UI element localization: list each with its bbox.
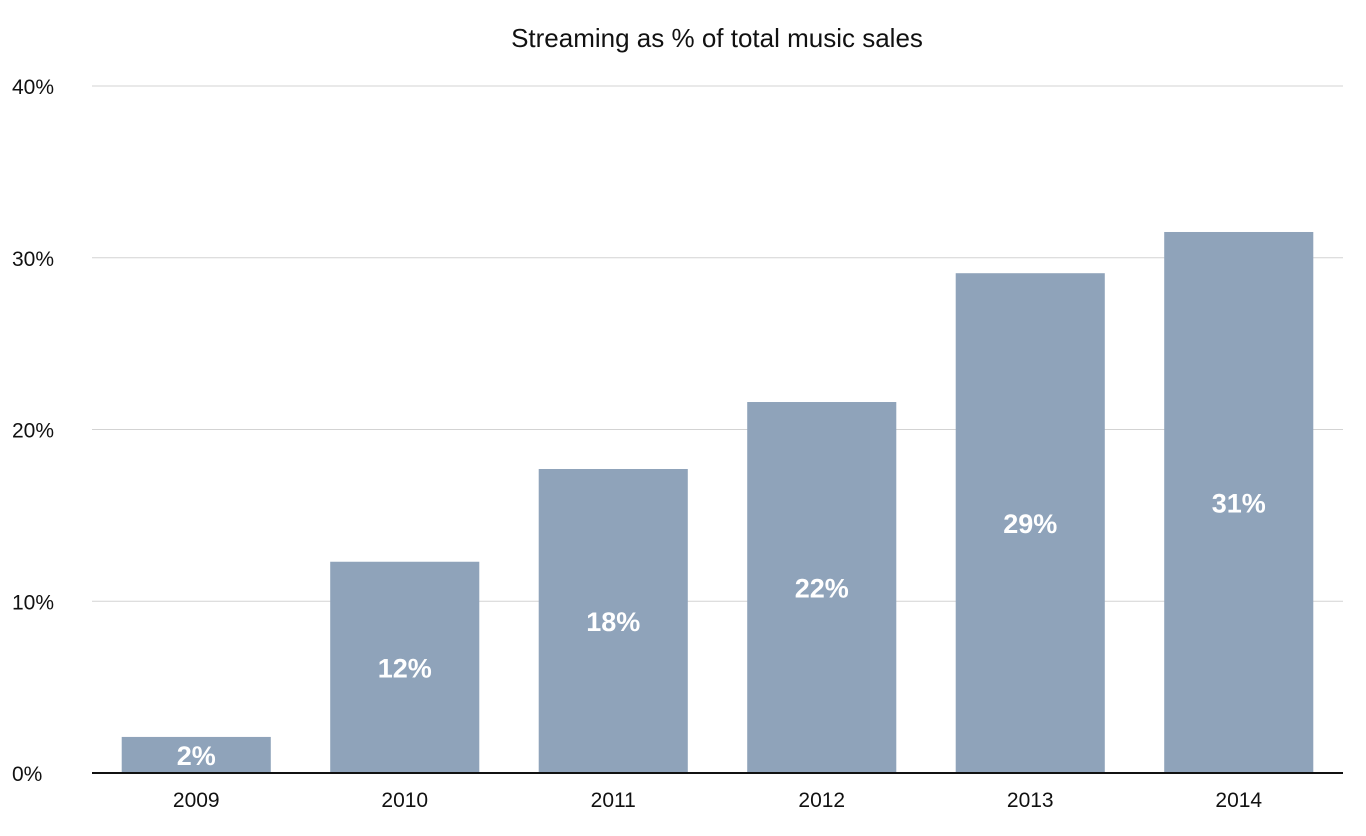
x-tick-label-2013: 2013 <box>1007 789 1054 812</box>
x-tick-label-2009: 2009 <box>173 789 220 812</box>
y-axis-ticks: 0% 10% 20% 30% 40% <box>12 76 54 786</box>
bar-2009 <box>121 736 271 773</box>
x-tick-label-2011: 2011 <box>591 789 636 812</box>
y-tick-label-20: 20% <box>12 420 54 443</box>
data-label-2009: 2% <box>177 741 216 771</box>
x-tick-label-2012: 2012 <box>798 789 845 812</box>
x-axis-ticks: 2009 2010 2011 2012 2013 2014 <box>173 789 1263 812</box>
data-label-2011: 18% <box>586 607 640 637</box>
y-tick-label-10: 10% <box>12 591 54 614</box>
bar-2013 <box>955 273 1105 773</box>
data-label-2012: 22% <box>795 574 849 604</box>
y-tick-label-0: 0% <box>12 763 42 786</box>
chart-title: Streaming as % of total music sales <box>511 23 923 53</box>
gridlines <box>92 85 1343 602</box>
x-tick-label-2014: 2014 <box>1215 789 1262 812</box>
x-tick-label-2010: 2010 <box>381 789 428 812</box>
data-label-2014: 31% <box>1212 488 1266 518</box>
y-tick-label-40: 40% <box>12 76 54 99</box>
bar-2010 <box>330 561 480 773</box>
bars <box>121 231 1314 774</box>
data-label-2010: 12% <box>378 653 432 683</box>
bar-2011 <box>538 469 688 773</box>
data-labels: 2% 12% 18% 22% 29% 31% <box>177 488 1266 770</box>
bar-2014 <box>1164 231 1314 774</box>
y-tick-label-30: 30% <box>12 248 54 271</box>
bar-2012 <box>747 402 897 773</box>
data-label-2013: 29% <box>1003 509 1057 539</box>
